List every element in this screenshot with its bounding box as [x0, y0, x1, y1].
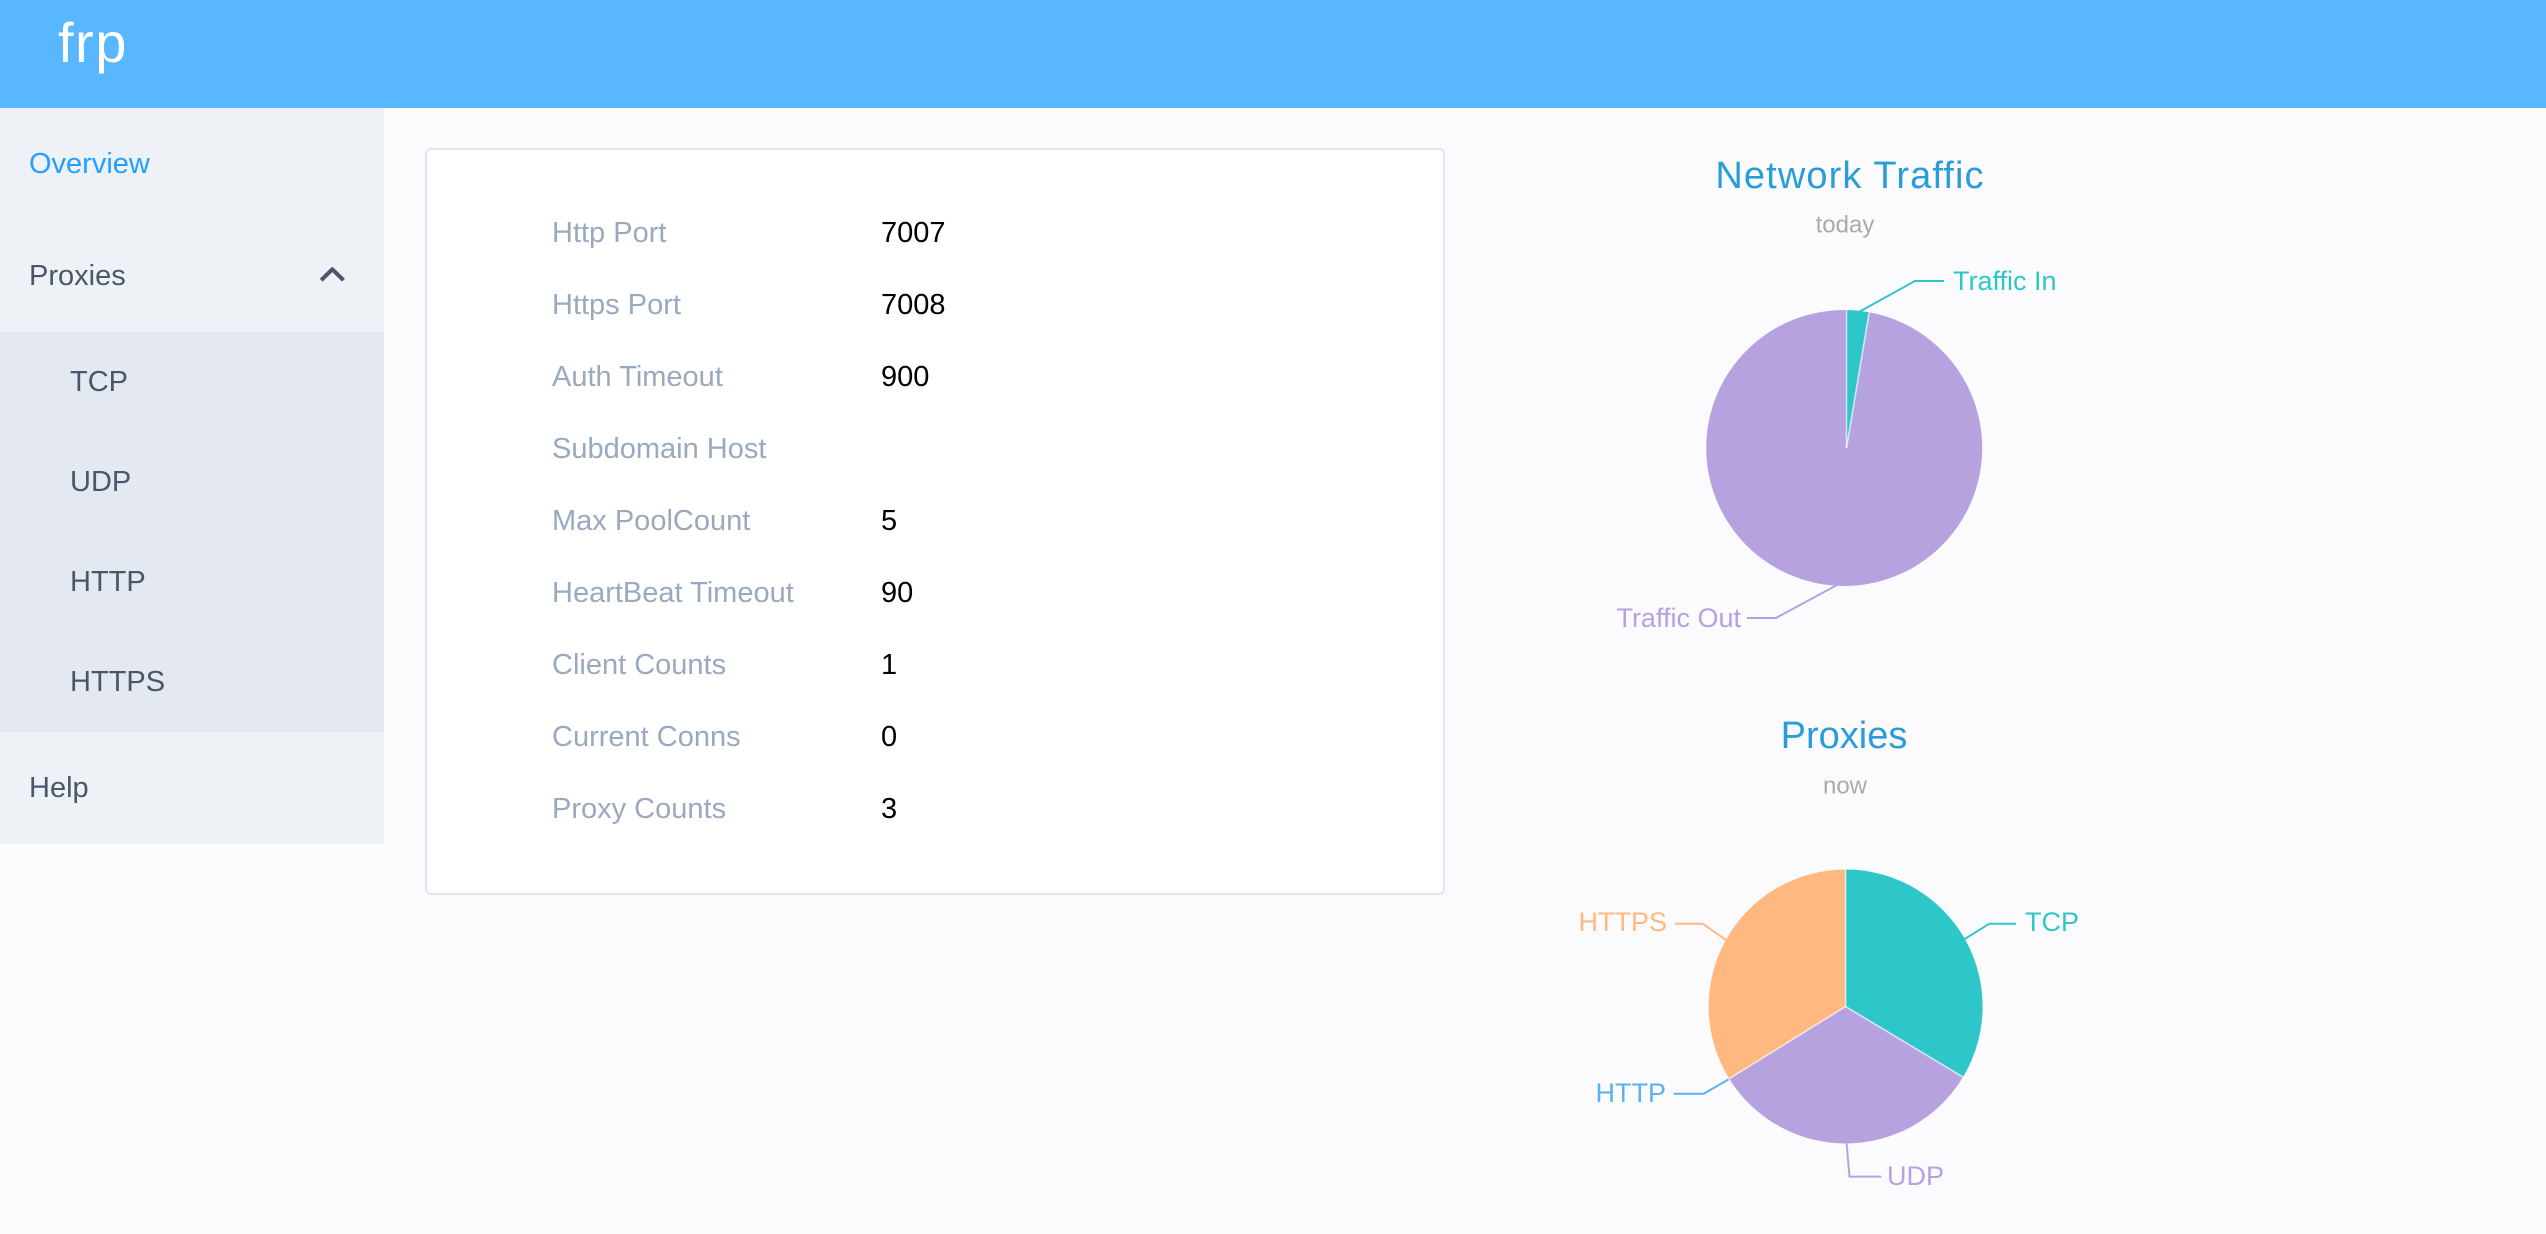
- svg-text:now: now: [1823, 773, 1868, 800]
- svg-text:HTTPS: HTTPS: [1578, 907, 1667, 937]
- svg-text:Proxies: Proxies: [1781, 715, 1908, 757]
- svg-text:today: today: [1816, 212, 1875, 239]
- svg-text:Network Traffic: Network Traffic: [1715, 155, 1984, 197]
- svg-text:HTTP: HTTP: [1596, 1078, 1667, 1108]
- svg-text:Traffic In: Traffic In: [1953, 266, 2057, 296]
- svg-text:UDP: UDP: [1887, 1161, 1944, 1191]
- svg-text:TCP: TCP: [2025, 907, 2079, 937]
- svg-text:Traffic Out: Traffic Out: [1616, 603, 1741, 633]
